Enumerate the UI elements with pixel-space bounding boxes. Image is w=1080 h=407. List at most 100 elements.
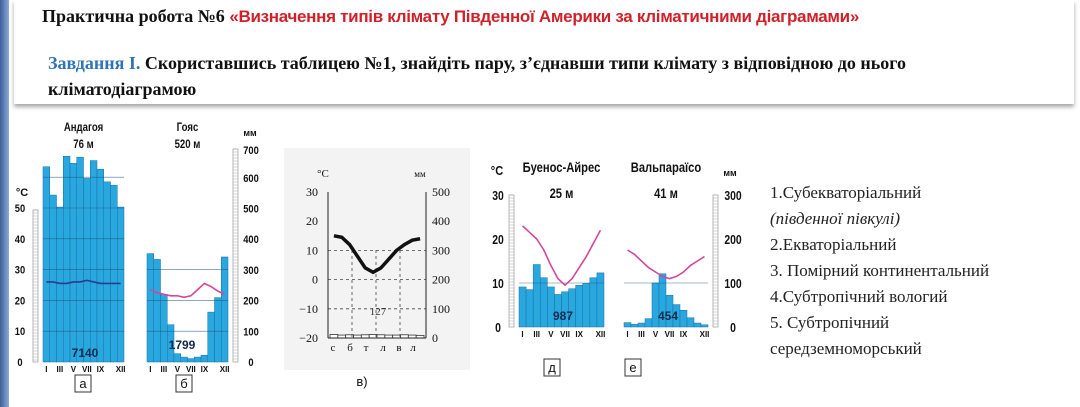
precip-bar <box>69 163 77 363</box>
temperature-unit: °C <box>16 187 28 199</box>
temperature-tick: 20 <box>306 214 318 228</box>
month-label: I <box>626 330 628 339</box>
precipitation-tick: 100 <box>432 302 450 316</box>
precip-bar <box>686 317 695 328</box>
slide-edge-strip <box>0 0 9 407</box>
month-label: III <box>533 330 540 339</box>
precipitation-tick: 200 <box>432 273 450 287</box>
precip-bar <box>153 259 161 363</box>
temperature-tick: 10 <box>306 243 318 257</box>
temperature-tick: 10 <box>492 277 504 291</box>
month-label: IX <box>97 365 105 374</box>
precip-bar <box>160 293 168 363</box>
climate-type-item: (південної півкулі) <box>770 206 989 232</box>
precipitation-tick: 300 <box>724 189 742 203</box>
precip-bar <box>329 334 339 339</box>
title-prefix: Практична робота №6 <box>42 6 225 26</box>
precip-bar <box>589 277 598 328</box>
temperature-line <box>521 225 602 287</box>
month-label: I <box>45 365 47 374</box>
month-label: I <box>521 330 523 339</box>
station-name: Андагоя <box>64 121 103 134</box>
task-text: Скориставшись таблицею №1, знайдіть пару… <box>48 53 906 99</box>
month-label: V <box>71 365 77 374</box>
month-label: л <box>410 342 416 354</box>
precip-bar <box>582 283 591 328</box>
precipitation-unit: мм <box>414 169 426 179</box>
temperature-tick: 40 <box>15 234 26 246</box>
month-label: VII <box>82 365 92 374</box>
climate-type-item: середземноморський <box>770 339 922 358</box>
title-topic: «Визначення типів клімату Південної Амер… <box>229 7 859 26</box>
climate-type-item: 3. Помірний континентальний <box>770 261 990 280</box>
month-label: IX <box>575 330 583 339</box>
task-header: Практична робота №6 «Визначення типів кл… <box>14 0 1074 104</box>
precipitation-tick: 0 <box>432 331 438 345</box>
precipitation-unit: мм <box>723 168 737 178</box>
month-label: VII <box>665 330 675 339</box>
climate-type-item: 5. Субтропічний <box>770 313 890 332</box>
temperature-unit: °C <box>491 163 504 178</box>
task-statement: Завдання І. Скориставшись таблицею №1, з… <box>48 50 1048 102</box>
precipitation-tick: 400 <box>243 235 259 247</box>
precipitation-ruler <box>232 148 239 363</box>
diagram-letter: е <box>629 360 636 375</box>
precip-bar <box>187 358 195 363</box>
precipitation-total: 1799 <box>169 338 196 352</box>
precipitation-total: 987 <box>553 309 573 323</box>
month-label: III <box>57 365 64 374</box>
precip-bar <box>679 310 688 328</box>
climate-type-item: 2.Екваторіальний <box>770 235 897 254</box>
precip-bar <box>644 318 653 328</box>
precipitation-tick: 200 <box>724 233 742 247</box>
month-label: I <box>149 365 151 374</box>
month-label: V <box>653 330 659 339</box>
month-label: VII <box>186 365 196 374</box>
precipitation-total: 454 <box>658 309 678 323</box>
precipitation-tick: 0 <box>730 321 736 335</box>
precipitation-tick: 700 <box>243 145 259 157</box>
temperature-tick: 50 <box>15 203 26 215</box>
month-label: XII <box>116 365 126 374</box>
temperature-tick: −10 <box>299 302 318 316</box>
precipitation-tick: 400 <box>432 214 450 228</box>
precipitation-total: 127 <box>370 306 387 318</box>
station-name: Буенос-Айрес <box>523 160 601 175</box>
station-name: Гояс <box>177 121 199 134</box>
precip-bar <box>207 311 215 363</box>
month-label: XII <box>700 330 710 339</box>
temperature-tick: −20 <box>299 331 318 345</box>
precipitation-tick: 100 <box>243 327 259 339</box>
precipitation-unit: мм <box>243 128 257 138</box>
precipitation-tick: 200 <box>243 296 259 308</box>
climate-type-item: 1.Субекваторіальний <box>770 183 922 202</box>
month-label: в <box>396 342 401 354</box>
precip-bar <box>693 322 702 328</box>
diagram-background <box>284 148 470 370</box>
diagram-letter: б <box>180 376 187 391</box>
climate-type-list: 1.Субекваторіальний (південної півкулі) … <box>770 180 989 362</box>
station-altitude: 41 м <box>654 186 678 201</box>
temperature-tick: 0 <box>312 273 318 287</box>
diagram-letter-box <box>543 358 561 377</box>
diagram-letter-box <box>624 358 642 377</box>
precip-bar <box>83 178 91 363</box>
station-altitude: 25 м <box>550 186 574 201</box>
precip-bar <box>575 284 584 328</box>
precip-bar <box>200 354 208 363</box>
precip-bar <box>180 356 188 363</box>
precip-bar <box>96 168 104 363</box>
precipitation-tick: 100 <box>724 277 742 291</box>
precipitation-tick: 300 <box>243 265 259 277</box>
precip-bar <box>42 166 50 363</box>
precip-bar <box>173 353 181 363</box>
temperature-tick: 20 <box>492 233 504 247</box>
month-label: с <box>331 342 336 354</box>
temperature-tick: 30 <box>492 189 504 203</box>
month-label: IX <box>680 330 688 339</box>
precip-bar <box>623 322 632 328</box>
precip-bar <box>110 184 118 363</box>
station-altitude: 520 м <box>175 138 201 151</box>
precipitation-tick: 500 <box>432 185 450 199</box>
precip-bar <box>194 356 202 363</box>
